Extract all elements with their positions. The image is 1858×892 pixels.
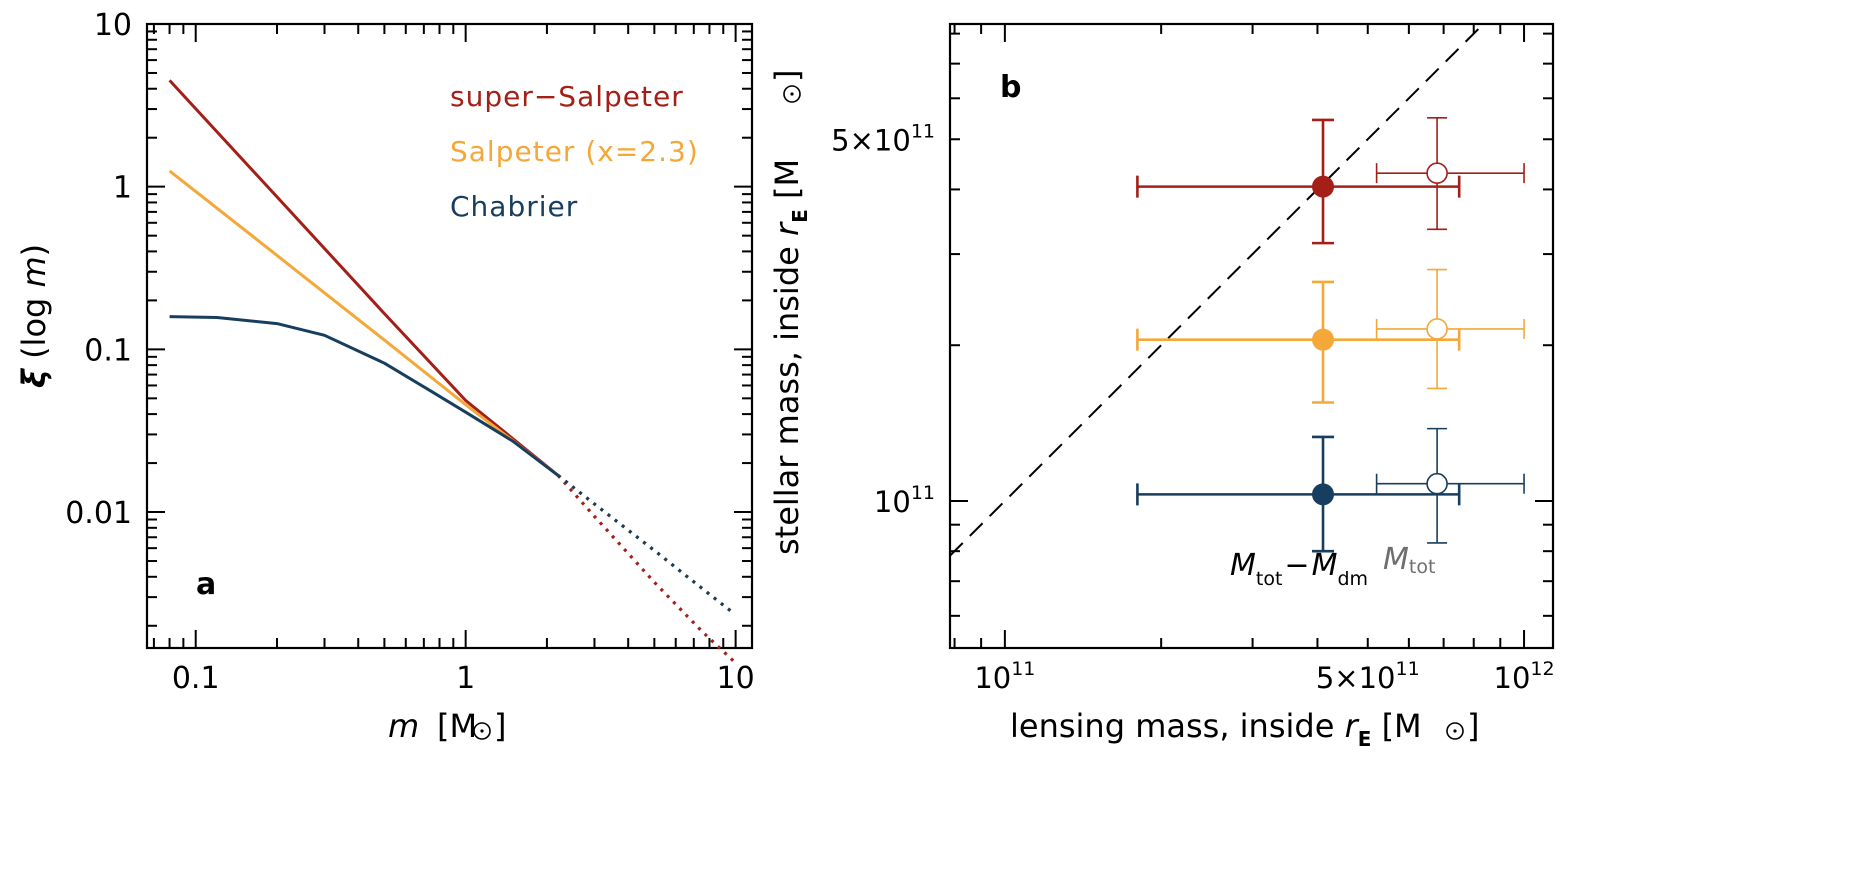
panel-b-frame [948,22,1555,650]
panel-b-ylabel-unit-close: ] [768,70,806,82]
panel-a-ytick-label: 10 [94,8,132,43]
panel-a-series-extrapolation [556,474,735,662]
panel-a-label: a [196,567,216,602]
panel-b-label: b [1000,70,1021,105]
panel-b-annotation-filled: Mtot−Mdm [1230,548,1368,590]
panel-a-solar-symbol [473,722,491,740]
panel-b-xtick-label: 5×1011 [1316,658,1420,695]
panel-a-xtick-label: 10 [717,661,755,696]
panel-b-xlabel: lensing mass, inside rE [M [1010,707,1422,751]
panel-a-legend-entry: super−Salpeter [450,80,684,113]
panel-b-xlabel-unit-close: ] [1467,707,1479,745]
panel-b-filled-marker [1312,483,1335,506]
panel-b-open-errorbar [1375,427,1525,544]
panel-a-legend-entry: Chabrier [450,190,578,223]
panel-b-ylabel-unit-group: ] [768,70,806,103]
panel-a-ytick-label: 0.1 [84,333,132,368]
panel-a-ytick-label: 0.01 [65,496,132,531]
one-to-one-line [950,24,1485,557]
panel-a-series-line [168,169,560,477]
panel-b-filled-errorbar [1136,118,1461,245]
panel-b-ylabel: stellar mass, inside rE [M [768,159,812,555]
panel-b-y-solar-symbol [783,85,801,103]
panel-a-ytick-label: 1 [113,171,132,206]
panel-b-open-marker [1426,472,1448,495]
panel-a-ylabel: ξ (log m) [15,244,53,388]
panel-a-series-line [168,79,560,477]
panel-b-ytick-label: 5×1011 [831,120,935,157]
panel-a-xtick-label: 0.1 [172,661,220,696]
panel-b-open-errorbar [1375,117,1525,231]
panel-a-xlabel-unit: [M [437,707,477,745]
panel-b-filled-errorbar [1136,435,1461,553]
panel-b-filled-marker [1312,328,1335,351]
panel-b-filled-marker [1312,175,1335,198]
panel-a-series-extrapolation [557,474,735,615]
panel-b-ytick-label: 1011 [874,482,935,519]
panel-b-filled-errorbar [1136,280,1461,404]
panel-b-open-marker [1426,162,1448,184]
panel-a-frame [145,22,754,650]
panel-a-xlabel: m [388,707,419,745]
panel-a-legend-entry: Salpeter (x=2.3) [450,135,699,168]
panel-a-xtick-label: 1 [456,661,475,696]
panel-b-open-marker [1426,318,1448,340]
panel-b-xtick-label: 1011 [974,658,1035,695]
panel-b-x-solar-symbol [1446,722,1464,740]
panel-b-xtick-label: 1012 [1494,658,1555,695]
panel-a-series-line [169,315,560,477]
panel-a-xlabel-unit-close: ] [494,707,506,745]
panel-b-annotation-open: Mtot [1383,542,1435,578]
panel-b-open-errorbar [1375,268,1525,390]
